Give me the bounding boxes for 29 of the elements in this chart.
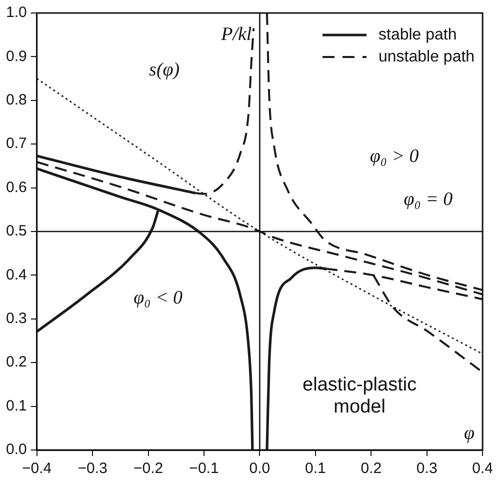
y-tick-label: 0.7 [6,135,27,152]
y-tick-label: 1.0 [6,4,27,22]
y-tick-label: 0.0 [6,441,27,458]
y-tick-label: 0.6 [6,178,27,196]
y-tick-label: 0.8 [6,92,27,109]
x-tick-label: 0.4 [472,460,494,478]
y-tick-label: 0.5 [6,222,27,240]
y-tick-label: 0.3 [6,310,27,328]
annotation: φ₀ = 0 [404,189,454,210]
legend-label: stable path [378,26,457,44]
annotation: φ₀ > 0 [370,146,420,167]
annotation: φ₀ < 0 [134,287,184,308]
x-tick-label: −0.3 [78,460,108,478]
x-tick-label: −0.1 [189,460,219,478]
x-axis-title: φ [464,423,475,444]
x-tick-label: −0.2 [133,460,164,478]
x-tick-label: 0.1 [305,460,326,478]
x-tick-label: −0.4 [22,460,52,478]
x-tick-label: 0.3 [416,460,438,478]
y-tick-label: 0.1 [6,397,27,414]
x-tick-label: 0.2 [360,460,382,478]
y-tick-label: 0.2 [6,354,27,371]
x-tick-label: 0.0 [249,460,270,478]
y-tick-label: 0.4 [6,266,27,284]
y-axis-title: P/kl [220,24,252,45]
legend-label: unstable path [378,48,475,66]
annotation: elastic-plastic model [302,374,417,418]
annotation: s(φ) [149,60,180,81]
y-tick-label: 0.9 [6,48,27,65]
